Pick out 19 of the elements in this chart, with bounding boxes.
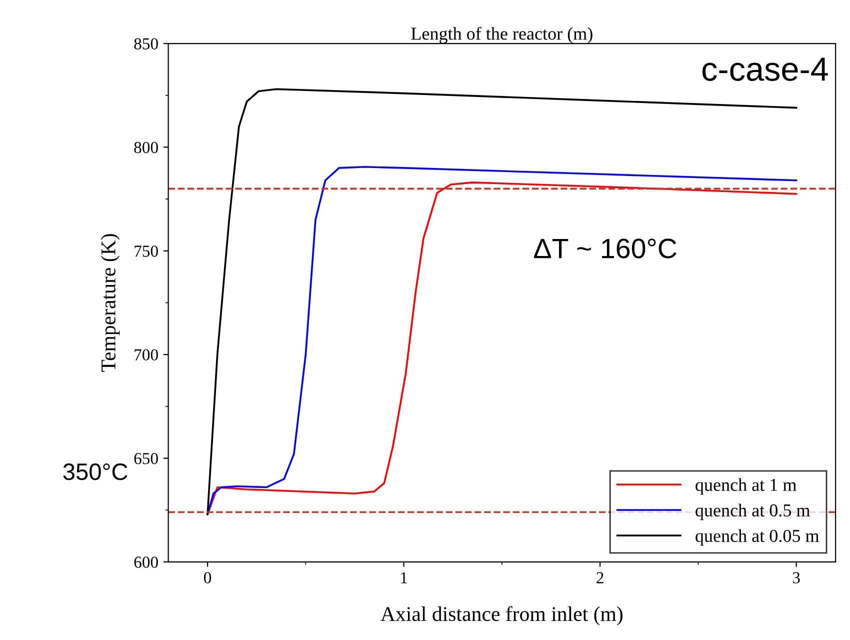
legend-label: quench at 0.5 m <box>696 504 810 520</box>
y-axis-title: Temperature (K) <box>100 234 120 372</box>
x-tick-label: 2 <box>596 572 604 584</box>
x-tick-label: 1 <box>401 572 407 584</box>
y-tick-label: 700 <box>134 349 158 361</box>
y-tick-label: 850 <box>134 38 158 50</box>
x-axis-title: Axial distance from inlet (m) <box>380 606 622 626</box>
annotation: c-case-4 <box>702 58 828 81</box>
y-tick-label: 600 <box>134 556 158 568</box>
legend-label: quench at 0.05 m <box>696 529 820 546</box>
y-tick-label: 750 <box>134 246 158 257</box>
y-tick-label: 650 <box>134 452 158 464</box>
annotation: ΔT ~ 160°C <box>534 238 676 258</box>
text: 350°C <box>63 463 128 480</box>
chart-title: Length of the reactor (m) <box>411 26 592 44</box>
legend-label: quench at 1 m <box>696 478 796 495</box>
x-tick-label: 0 <box>204 572 212 584</box>
y-tick-label: 800 <box>134 142 158 154</box>
x-tick-label: 3 <box>792 572 800 584</box>
